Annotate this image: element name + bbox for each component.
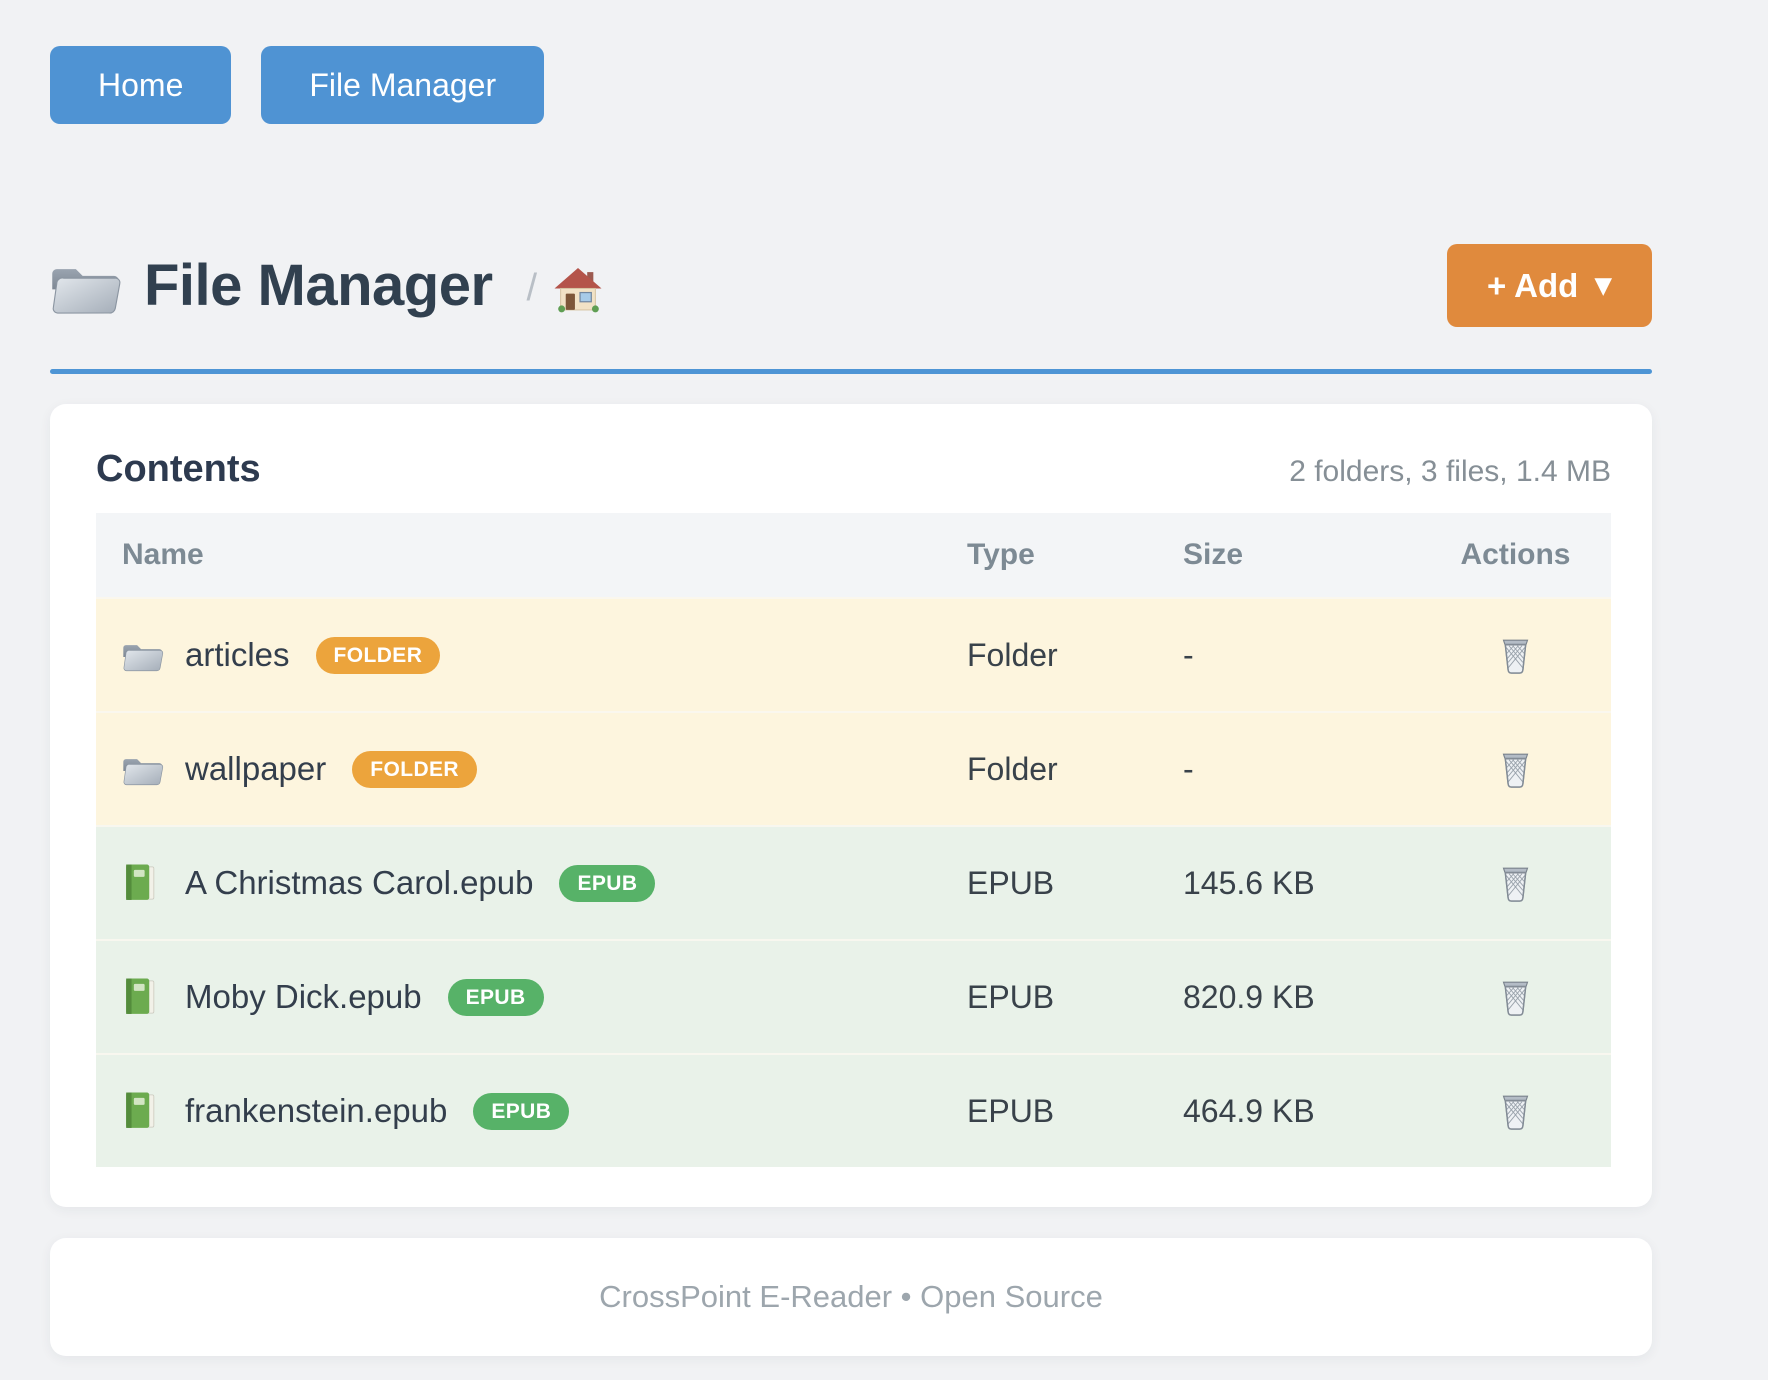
file-name[interactable]: Moby Dick.epub <box>185 978 422 1015</box>
file-name[interactable]: articles <box>185 636 290 673</box>
trash-icon <box>1502 639 1529 674</box>
type-cell: EPUB <box>967 864 1055 901</box>
caret-down-icon: ▼ <box>1594 272 1613 299</box>
column-header-name: Name <box>122 538 204 571</box>
trash-icon <box>1502 867 1529 902</box>
type-badge: FOLDER <box>352 750 477 788</box>
contents-card: Contents 2 folders, 3 files, 1.4 MB Name… <box>50 404 1652 1207</box>
size-cell: 464.9 KB <box>1183 1092 1315 1129</box>
column-header-type: Type <box>967 538 1035 571</box>
type-cell: EPUB <box>967 978 1055 1015</box>
footer-card: CrossPoint E-Reader • Open Source <box>50 1238 1652 1356</box>
page: Home File Manager File Manager / + Add ▼… <box>50 0 1652 1356</box>
nav-buttons: Home File Manager <box>50 46 1652 124</box>
delete-button[interactable] <box>1493 858 1538 908</box>
footer-text: CrossPoint E-Reader • Open Source <box>599 1279 1103 1314</box>
file-table: Name Type Size Actions articles FOL <box>96 513 1611 1167</box>
trash-icon <box>1502 753 1529 788</box>
table-row[interactable]: frankenstein.epub EPUB EPUB 464.9 KB <box>96 1053 1611 1167</box>
green-book-icon <box>122 978 164 1015</box>
add-button-label: + Add <box>1486 266 1579 304</box>
file-name[interactable]: A Christmas Carol.epub <box>185 864 534 901</box>
add-button[interactable]: + Add ▼ <box>1447 244 1652 327</box>
size-cell: - <box>1183 636 1194 673</box>
page-title: File Manager <box>144 253 493 318</box>
column-header-size: Size <box>1183 538 1244 571</box>
table-row[interactable]: A Christmas Carol.epub EPUB EPUB 145.6 K… <box>96 825 1611 939</box>
header-divider <box>50 369 1652 374</box>
folder-icon <box>122 751 164 787</box>
type-badge: EPUB <box>559 864 656 902</box>
delete-button[interactable] <box>1493 744 1538 794</box>
delete-button[interactable] <box>1493 1086 1538 1136</box>
size-cell: - <box>1183 750 1194 787</box>
type-cell: Folder <box>967 750 1058 787</box>
file-name[interactable]: frankenstein.epub <box>185 1092 448 1129</box>
table-header: Name Type Size Actions <box>96 513 1611 597</box>
file-name[interactable]: wallpaper <box>185 750 327 787</box>
breadcrumb-separator: / <box>526 267 538 309</box>
green-book-icon <box>122 1092 164 1129</box>
folder-icon <box>122 637 164 673</box>
size-cell: 820.9 KB <box>1183 978 1315 1015</box>
type-badge: FOLDER <box>315 636 441 674</box>
nav-button-home[interactable]: Home <box>50 46 232 124</box>
page-header: File Manager / + Add ▼ <box>50 244 1652 327</box>
delete-button[interactable] <box>1493 972 1538 1022</box>
table-row[interactable]: Moby Dick.epub EPUB EPUB 820.9 KB <box>96 939 1611 1053</box>
trash-icon <box>1502 1095 1529 1130</box>
size-cell: 145.6 KB <box>1183 864 1315 901</box>
type-badge: EPUB <box>473 1092 570 1130</box>
type-cell: EPUB <box>967 1092 1055 1129</box>
trash-icon <box>1502 981 1529 1016</box>
delete-button[interactable] <box>1493 630 1538 680</box>
contents-heading: Contents <box>96 448 261 490</box>
nav-button-file-manager[interactable]: File Manager <box>261 46 545 124</box>
table-row[interactable]: articles FOLDER Folder - <box>96 597 1611 711</box>
house-icon[interactable] <box>553 266 603 313</box>
column-header-actions: Actions <box>1460 538 1571 571</box>
type-badge: EPUB <box>447 978 544 1016</box>
contents-summary: 2 folders, 3 files, 1.4 MB <box>1289 455 1611 488</box>
table-row[interactable]: wallpaper FOLDER Folder - <box>96 711 1611 825</box>
green-book-icon <box>122 864 164 901</box>
type-cell: Folder <box>967 636 1058 673</box>
folder-icon <box>51 268 121 314</box>
